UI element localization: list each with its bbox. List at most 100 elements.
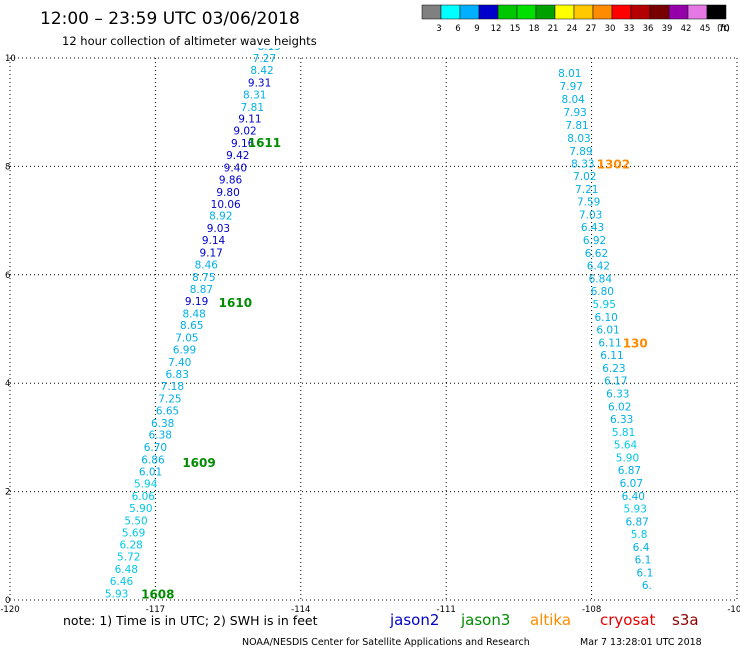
wave-height-label: 8.33: [571, 159, 594, 171]
wave-height-label: 6.02: [608, 402, 631, 414]
footer-note: note: 1) Time is in UTC; 2) SWH is in fe…: [63, 613, 318, 628]
wave-height-label: 6.84: [589, 274, 613, 286]
wave-height-label: 6.42: [587, 261, 610, 273]
y-tick-label: 2: [5, 488, 10, 498]
footer-timestamp: Mar 7 13:28:01 UTC 2018: [580, 637, 702, 648]
wave-height-label: 6.38: [149, 430, 172, 442]
wave-height-label: 5.64: [614, 439, 638, 451]
color-scale-label: 15: [510, 24, 521, 34]
wave-height-label: 8.48: [182, 308, 205, 320]
wave-height-label: 9.03: [207, 223, 230, 235]
pass-number-label: 1302: [597, 158, 630, 172]
x-tick-label: -120: [0, 605, 19, 615]
color-scale-legend: 3 6 9 12 15 18 21 24 27 30 33 36 39 42 45 70(ft): [421, 4, 730, 34]
wave-height-label: 8.42: [250, 65, 273, 77]
pass-number-label: 1611: [248, 136, 281, 150]
wave-height-label: 7.79: [270, 0, 293, 4]
wave-height-label: 7.18: [161, 381, 184, 393]
wave-height-label: 6.80: [591, 286, 614, 298]
color-scale-label: 18: [529, 24, 540, 34]
wave-height-label: 5.90: [129, 503, 152, 515]
y-tick-label: 0: [5, 596, 10, 606]
color-swatch: [459, 4, 480, 20]
color-swatch: [668, 4, 689, 20]
wave-height-label: 7.93: [563, 107, 586, 119]
satellite-legend: jason2 jason3 altika cryosat s3a: [389, 611, 699, 629]
wave-height-label: 7.25: [158, 393, 181, 405]
wave-height-label: 5.95: [593, 299, 616, 311]
wave-height-label: 9.16: [231, 138, 255, 150]
wave-height-label: 5.93: [624, 503, 647, 515]
y-tick-label: 6: [5, 271, 10, 281]
wave-height-label: 6.: [642, 580, 652, 592]
pass-number-label: 1608: [141, 587, 174, 601]
wave-height-label: 7.03: [579, 210, 602, 222]
chart-title: 12:00 – 23:59 UTC 03/06/2018: [40, 9, 300, 29]
wave-height-label: 5.81: [612, 427, 635, 439]
wave-height-label: 6.01: [139, 467, 162, 479]
color-swatch: [421, 4, 442, 20]
wave-height-label: 9.02: [233, 126, 256, 138]
wave-height-label: 6.01: [596, 325, 619, 337]
wave-height-label: 8.31: [243, 89, 266, 101]
color-swatch: [573, 4, 594, 20]
color-scale-label: 12: [491, 24, 502, 34]
legend-jason3: jason3: [460, 611, 510, 629]
wave-height-label: 9.40: [224, 162, 247, 174]
y-tick-label: 10: [5, 54, 16, 64]
pass-number-label: 130: [623, 337, 648, 351]
color-swatch: [478, 4, 499, 20]
wave-height-label: 6.43: [581, 222, 604, 234]
legend-altika: altika: [530, 611, 571, 629]
wave-height-label: 6.11: [598, 338, 621, 350]
color-scale-label: 3: [436, 24, 441, 34]
color-scale-label: 24: [567, 24, 578, 34]
wave-height-label: 6.83: [166, 369, 189, 381]
wave-height-label: 9.86: [219, 174, 243, 186]
color-swatch: [440, 4, 461, 20]
color-scale-label: 70: [719, 24, 730, 34]
wave-height-label: 7.81: [565, 120, 588, 132]
color-scale-label: 27: [586, 24, 597, 34]
x-tick-label: -111: [437, 605, 456, 615]
wave-height-label: 9.80: [216, 187, 239, 199]
color-swatch: [706, 4, 727, 20]
pass-number-label: 1609: [182, 456, 215, 470]
wave-height-label: 6.65: [156, 405, 179, 417]
wave-height-label: 6.87: [625, 516, 648, 528]
color-swatch: [535, 4, 556, 20]
wave-height-label: 8.03: [567, 133, 590, 145]
wave-height-label: 7.97: [560, 81, 583, 93]
color-swatch: [649, 4, 670, 20]
wave-height-label: 8.15: [258, 41, 281, 53]
plot-area: 5.936.466.485.726.285.695.505.906.065.94…: [105, 0, 653, 601]
wave-height-values: 5.936.466.485.726.285.695.505.906.065.94…: [105, 0, 653, 601]
color-scale-unit: (ft): [717, 24, 730, 34]
wave-height-label: 8.87: [190, 284, 213, 296]
x-tick-label: -117: [146, 605, 165, 615]
wave-height-label: 6.38: [151, 418, 174, 430]
wave-height-label: 6.23: [602, 363, 625, 375]
color-scale-label: 9: [474, 24, 479, 34]
wave-height-label: 6.07: [620, 478, 643, 490]
x-tick-label: -108: [582, 605, 601, 615]
color-swatch: [592, 4, 613, 20]
color-swatch: [687, 4, 708, 20]
x-tick-label: -105: [727, 605, 740, 615]
color-scale-label: 39: [662, 24, 673, 34]
footer-credit: NOAA/NESDIS Center for Satellite Applica…: [242, 637, 530, 648]
wave-height-label: 8.92: [209, 211, 232, 223]
wave-height-label: 6.48: [115, 564, 138, 576]
wave-height-label: 9.42: [226, 150, 249, 162]
wave-height-label: 6.06: [132, 491, 156, 503]
color-scale-label: 33: [624, 24, 635, 34]
wave-height-label: 6.87: [618, 465, 641, 477]
wave-height-label: 7.59: [577, 197, 600, 209]
color-swatch: [516, 4, 537, 20]
wave-height-label: 6.10: [594, 312, 617, 324]
wave-height-label: 7.40: [168, 357, 191, 369]
legend-s3a: s3a: [672, 611, 699, 629]
wave-height-label: 9.17: [199, 248, 222, 260]
color-swatch: [554, 4, 575, 20]
